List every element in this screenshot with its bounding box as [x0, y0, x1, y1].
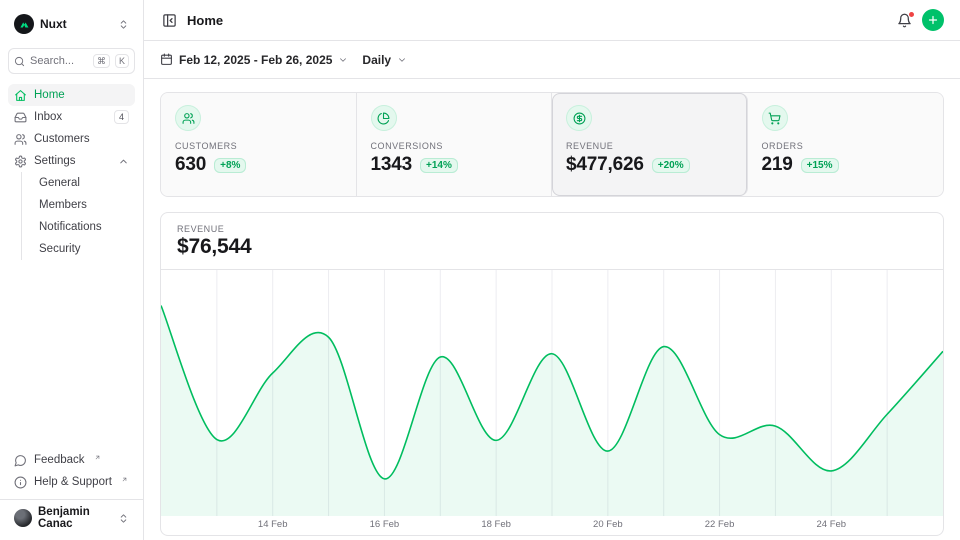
x-axis: 14 Feb 16 Feb 18 Feb 20 Feb 22 Feb 24 Feb [161, 516, 943, 533]
sidebar-item-feedback[interactable]: Feedback [8, 449, 135, 471]
sidebar-item-inbox[interactable]: Inbox 4 [8, 106, 135, 128]
stat-value: $477,626 [566, 154, 644, 176]
sidebar-item-customers[interactable]: Customers [8, 128, 135, 150]
home-icon [14, 89, 27, 102]
chevrons-up-down-icon [118, 19, 129, 30]
chart-plot-area[interactable]: 14 Feb 16 Feb 18 Feb 20 Feb 22 Feb 24 Feb [161, 270, 943, 535]
calendar-icon [160, 53, 173, 66]
sidebar-item-security[interactable]: Security [35, 238, 135, 260]
x-tick-label: 20 Feb [593, 519, 623, 530]
team-selector[interactable]: Nuxt [8, 8, 135, 40]
avatar [14, 509, 32, 527]
page-title: Home [187, 13, 223, 28]
stat-card-revenue[interactable]: REVENUE $477,626 +20% [552, 93, 748, 196]
sidebar-item-general[interactable]: General [35, 172, 135, 194]
plus-icon [927, 14, 939, 26]
user-menu[interactable]: Benjamin Canac [8, 500, 135, 532]
sidebar-item-settings[interactable]: Settings [8, 150, 135, 172]
stat-card-conversions[interactable]: CONVERSIONS 1343 +14% [357, 93, 553, 196]
panel-collapse-icon [162, 13, 177, 28]
delta-badge: +14% [420, 158, 458, 173]
x-tick-label: 14 Feb [258, 519, 288, 530]
sidebar-item-help-support[interactable]: Help & Support [8, 471, 135, 493]
chevrons-up-down-icon [118, 513, 129, 524]
team-name: Nuxt [40, 17, 112, 31]
settings-sub-menu: General Members Notifications Security [21, 172, 135, 260]
users-icon [182, 112, 195, 125]
delta-badge: +15% [801, 158, 839, 173]
stat-card-customers[interactable]: CUSTOMERS 630 +8% [161, 93, 357, 196]
notification-dot [908, 11, 915, 18]
stat-value: 1343 [371, 154, 413, 176]
settings-icon [14, 155, 27, 168]
chart-pie-icon [377, 112, 390, 125]
app-window: Nuxt Search... ⌘ K Home Inbox 4 Customer… [0, 0, 960, 540]
x-tick-label: 16 Feb [370, 519, 400, 530]
stat-value: 630 [175, 154, 206, 176]
x-tick-label: 22 Feb [705, 519, 735, 530]
filter-bar: Feb 12, 2025 - Feb 26, 2025 Daily [144, 41, 960, 79]
stat-card-orders[interactable]: ORDERS 219 +15% [748, 93, 944, 196]
customers-icon [14, 133, 27, 146]
stat-value: 219 [762, 154, 793, 176]
chevron-down-icon [338, 55, 348, 65]
dashboard-content: CUSTOMERS 630 +8% CONVERSIONS 1343 +14% [144, 79, 960, 540]
revenue-chart-svg [161, 270, 943, 516]
search-icon [14, 56, 25, 67]
revenue-chart-card: REVENUE $76,544 14 Feb 16 Feb 18 Feb 20 Feb… [160, 212, 944, 536]
notifications-button[interactable] [895, 11, 914, 30]
circle-dollar-icon [573, 112, 586, 125]
chart-header: REVENUE $76,544 [161, 213, 943, 270]
search-input[interactable]: Search... ⌘ K [8, 48, 135, 74]
nuxt-logo [14, 14, 34, 34]
inbox-count-badge: 4 [114, 110, 129, 124]
x-tick-label: 24 Feb [816, 519, 846, 530]
delta-badge: +20% [652, 158, 690, 173]
chevron-down-icon [397, 55, 407, 65]
sidebar-collapse-button[interactable] [160, 11, 179, 30]
chart-label: REVENUE [177, 224, 927, 234]
search-placeholder: Search... [30, 55, 88, 67]
sidebar: Nuxt Search... ⌘ K Home Inbox 4 Customer… [0, 0, 144, 540]
external-link-icon [94, 454, 101, 461]
external-link-icon [121, 476, 128, 483]
kbd-key: K [115, 54, 129, 69]
sidebar-item-members[interactable]: Members [35, 194, 135, 216]
sidebar-nav: Home Inbox 4 Customers Settings General … [8, 84, 135, 260]
kbd-meta: ⌘ [93, 54, 110, 69]
feedback-icon [14, 454, 27, 467]
user-name: Benjamin Canac [38, 506, 112, 530]
top-bar: Home [144, 0, 960, 41]
sidebar-item-home[interactable]: Home [8, 84, 135, 106]
add-button[interactable] [922, 9, 944, 31]
inbox-icon [14, 111, 27, 124]
x-tick-label: 18 Feb [481, 519, 511, 530]
sidebar-footer: Feedback Help & Support Benjamin Canac [8, 449, 135, 532]
cart-icon [768, 112, 781, 125]
chart-value: $76,544 [177, 235, 927, 259]
delta-badge: +8% [214, 158, 246, 173]
sidebar-item-notifications[interactable]: Notifications [35, 216, 135, 238]
chevron-up-icon [118, 156, 129, 167]
date-range-button[interactable]: Feb 12, 2025 - Feb 26, 2025 [160, 53, 348, 67]
main-area: Home Feb 12, 2025 - Feb 26, 2025 Daily [144, 0, 960, 540]
period-select[interactable]: Daily [362, 53, 407, 67]
help-icon [14, 476, 27, 489]
stats-row: CUSTOMERS 630 +8% CONVERSIONS 1343 +14% [160, 92, 944, 197]
